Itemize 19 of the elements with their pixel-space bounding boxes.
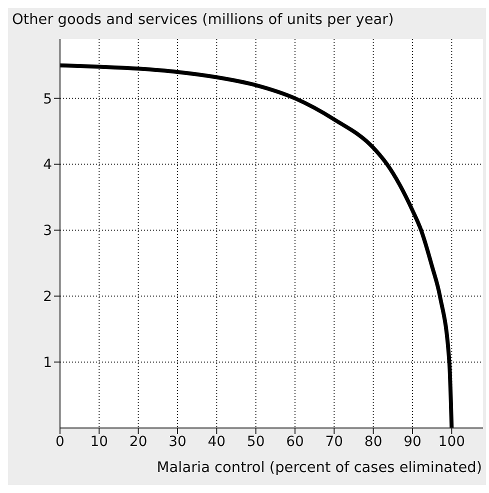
x-tick-label: 80: [364, 434, 382, 450]
x-axis-title: Malaria control (percent of cases eliminated): [156, 460, 482, 476]
y-axis-title: Other goods and services (millions of units per year): [12, 12, 394, 28]
x-tick-label: 100: [438, 434, 466, 450]
x-tick-label: 50: [246, 434, 265, 450]
x-tick-label: 10: [90, 434, 108, 450]
x-tick-label: 20: [129, 434, 148, 450]
line-series: [60, 63, 454, 428]
y-tick-label: 2: [43, 289, 52, 306]
y-tick-label: 4: [43, 157, 52, 174]
y-tick-label: 3: [43, 223, 52, 240]
x-tick-label: 60: [286, 434, 304, 450]
x-tick-label: 90: [404, 434, 422, 450]
y-tick-label: 5: [43, 91, 52, 108]
x-tick-label: 70: [325, 434, 344, 450]
x-tick-label: 30: [168, 434, 186, 450]
x-tick-label: 0: [56, 434, 64, 450]
y-tick-label: 1: [43, 355, 52, 372]
x-tick-label: 40: [208, 434, 226, 450]
